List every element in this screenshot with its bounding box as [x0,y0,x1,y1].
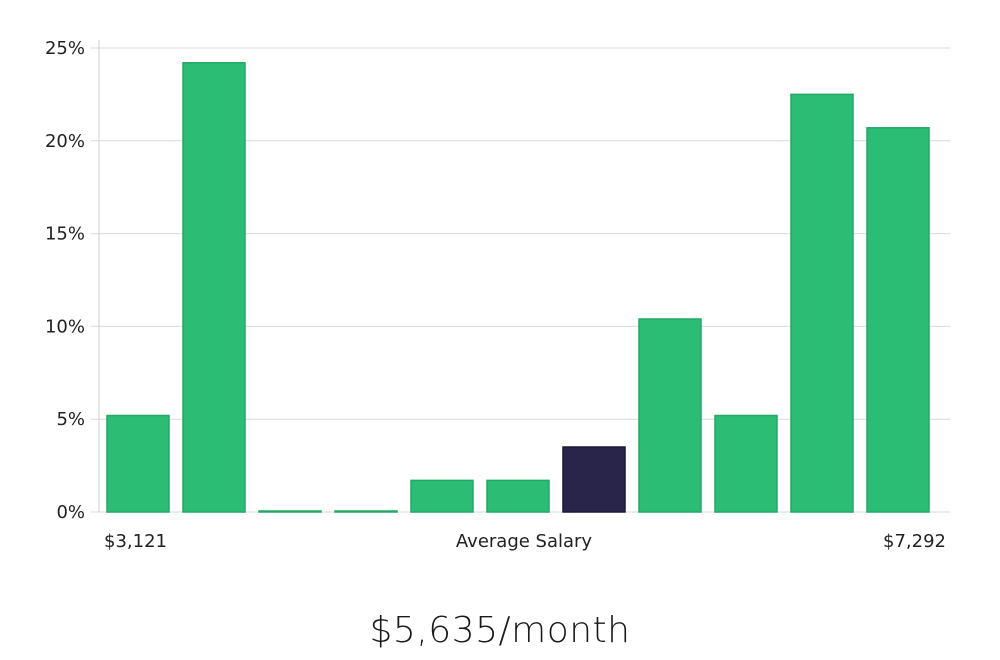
bars-layer [106,62,930,513]
x-min-label: $3,121 [104,531,167,552]
bar [258,510,322,513]
bar [182,62,246,513]
y-tick-label: 15% [45,224,85,245]
salary-distribution-chart: 0% 5% 10% 15% 20% 25% $3,121 Average Salary $… [45,38,950,552]
bar [866,127,930,513]
y-axis-ticks: 0% 5% 10% 15% 20% 25% [45,38,85,523]
bar-highlighted [562,446,626,513]
y-tick-label: 0% [56,502,85,523]
bar [486,479,550,513]
bar [638,318,702,513]
y-tick-label: 20% [45,131,85,152]
y-tick-label: 5% [56,409,85,430]
bar [714,414,778,513]
y-tick-label: 25% [45,38,85,59]
bar [334,510,398,513]
x-center-label: Average Salary [456,531,593,552]
bar [106,414,170,513]
average-salary-summary: $5,635/month [369,610,631,651]
y-tick-label: 10% [45,316,85,337]
x-max-label: $7,292 [883,531,946,552]
x-axis-labels: $3,121 Average Salary $7,292 [104,531,946,552]
bar [790,93,854,513]
bar [410,479,474,513]
